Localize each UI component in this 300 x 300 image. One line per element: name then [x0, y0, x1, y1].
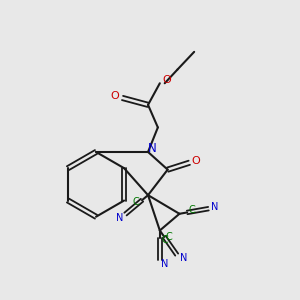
Text: O: O: [110, 91, 119, 101]
Text: O: O: [162, 75, 171, 85]
Text: C: C: [133, 197, 140, 207]
Text: N: N: [161, 259, 168, 269]
Text: N: N: [116, 213, 123, 223]
Text: N: N: [211, 202, 218, 212]
Text: C: C: [161, 235, 168, 245]
Text: N: N: [180, 253, 187, 262]
Text: C: C: [189, 206, 196, 215]
Text: O: O: [192, 156, 200, 166]
Text: N: N: [148, 142, 156, 154]
Text: C: C: [166, 232, 172, 242]
